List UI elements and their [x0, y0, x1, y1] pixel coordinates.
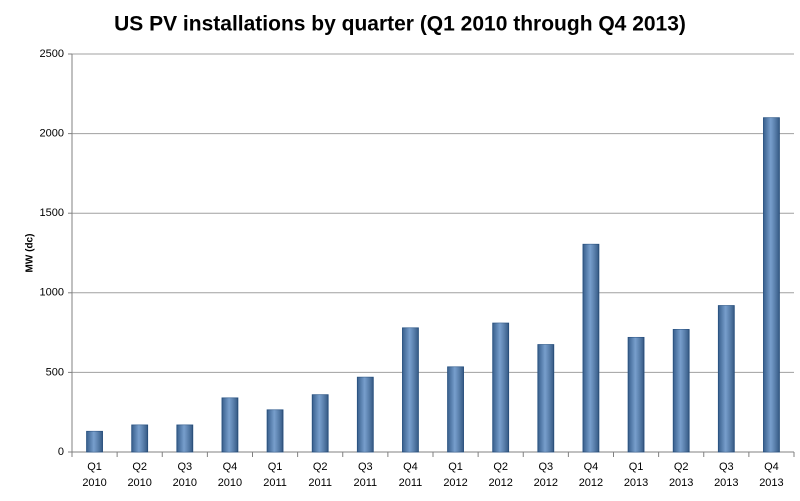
bar	[402, 327, 419, 453]
x-tick-label: 2010	[82, 477, 106, 489]
chart-title: US PV installations by quarter (Q1 2010 …	[114, 13, 686, 36]
bar	[447, 366, 464, 453]
bar	[627, 336, 645, 453]
y-tick-label: 1500	[40, 207, 64, 219]
x-tick-label: Q1	[268, 461, 283, 473]
bar	[537, 344, 555, 453]
bar	[672, 329, 690, 453]
x-tick-label: Q3	[538, 461, 553, 473]
bar	[717, 305, 735, 453]
x-tick-label: 2010	[218, 477, 242, 489]
x-tick-label: 2013	[714, 477, 738, 489]
bar	[266, 409, 284, 453]
y-tick-label: 500	[46, 366, 64, 378]
x-tick-label: 2012	[534, 477, 558, 489]
y-tick-label: 2000	[40, 128, 64, 140]
x-tick-label: 2012	[579, 477, 603, 489]
x-tick-label: Q2	[674, 461, 689, 473]
x-tick-label: 2011	[263, 477, 287, 489]
x-tick-label: 2013	[669, 477, 693, 489]
x-tick-label: Q4	[223, 461, 238, 473]
bar	[763, 117, 780, 453]
x-tick-label: 2013	[624, 477, 648, 489]
y-tick-label: 1000	[40, 287, 64, 299]
bar	[356, 376, 374, 453]
x-tick-label: 2011	[399, 477, 423, 489]
y-tick-label: 0	[58, 446, 64, 458]
x-tick-label: 2012	[488, 477, 512, 489]
x-tick-label: Q3	[177, 461, 192, 473]
y-tick-label: 2500	[40, 48, 64, 60]
x-tick-label: Q4	[403, 461, 418, 473]
bar	[131, 424, 149, 453]
x-tick-label: Q3	[358, 461, 373, 473]
x-tick-label: 2010	[173, 477, 197, 489]
bar	[176, 424, 194, 453]
bar	[221, 397, 239, 453]
bar	[492, 322, 510, 453]
x-tick-label: 2011	[308, 477, 332, 489]
x-tick-label: Q1	[448, 461, 463, 473]
x-tick-label: Q2	[132, 461, 147, 473]
y-axis-label: MW (dc)	[25, 234, 36, 273]
x-tick-label: 2012	[443, 477, 467, 489]
x-tick-label: Q1	[87, 461, 102, 473]
x-tick-label: Q3	[719, 461, 734, 473]
bar	[86, 430, 103, 453]
x-tick-label: 2011	[353, 477, 377, 489]
bar	[582, 243, 600, 453]
x-tick-label: Q2	[493, 461, 508, 473]
x-tick-label: Q4	[764, 461, 779, 473]
x-tick-label: 2013	[759, 477, 783, 489]
bar	[311, 394, 329, 453]
x-tick-label: 2010	[127, 477, 151, 489]
x-tick-label: Q2	[313, 461, 328, 473]
x-tick-label: Q4	[584, 461, 599, 473]
x-tick-label: Q1	[629, 461, 644, 473]
